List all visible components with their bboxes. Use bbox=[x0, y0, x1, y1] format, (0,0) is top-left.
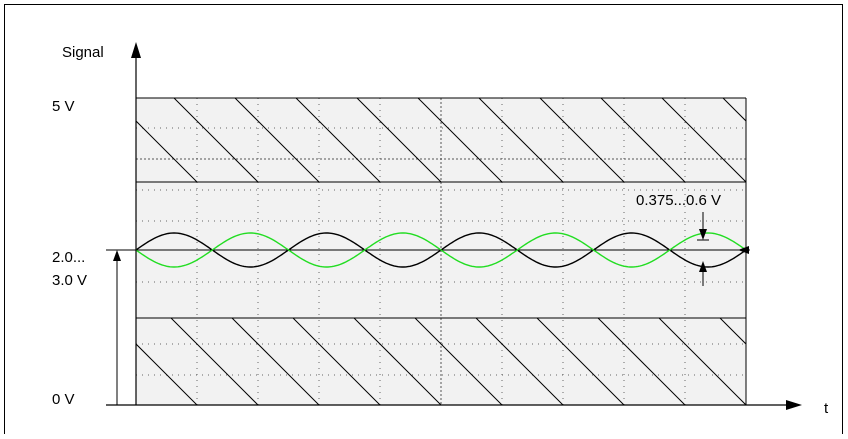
hatch-line bbox=[719, 318, 746, 345]
bottom-level-label: 0 V bbox=[52, 391, 75, 408]
mid-level-label-line2: 3.0 V bbox=[52, 272, 87, 289]
hatch-line bbox=[295, 98, 381, 182]
hatch-line bbox=[353, 318, 442, 405]
top-level-label: 5 V bbox=[52, 98, 75, 115]
y-axis-label: Signal bbox=[62, 44, 104, 61]
offset-arrowhead bbox=[113, 250, 121, 261]
hatch-line bbox=[356, 98, 442, 182]
hatch-line bbox=[722, 98, 746, 122]
hatch-line bbox=[136, 343, 198, 405]
hatch-line bbox=[597, 318, 686, 405]
upper-forbidden-zone bbox=[136, 98, 746, 182]
amplitude-label: 0.375...0.6 V bbox=[636, 192, 721, 209]
hatch-line bbox=[170, 318, 259, 405]
hatch-line bbox=[600, 98, 686, 182]
hatch-line bbox=[231, 318, 320, 405]
amplitude-top-arrowhead bbox=[699, 229, 707, 240]
hatch-line bbox=[539, 98, 625, 182]
hatch-line bbox=[292, 318, 381, 405]
hatch-line bbox=[478, 98, 564, 182]
mid-level-label-line1: 2.0... bbox=[52, 249, 85, 266]
lower-forbidden-zone bbox=[136, 318, 746, 405]
hatch-line bbox=[173, 98, 259, 182]
hatch-line bbox=[417, 98, 503, 182]
hatch-line bbox=[234, 98, 320, 182]
hatch-line bbox=[658, 318, 746, 405]
amplitude-bottom-arrowhead bbox=[699, 261, 707, 272]
hatch-line bbox=[475, 318, 564, 405]
hatch-line bbox=[136, 120, 198, 182]
end-marker-arrowhead bbox=[738, 246, 749, 254]
y-axis-arrowhead bbox=[131, 42, 141, 58]
trace-b bbox=[135, 232, 747, 268]
x-axis-label: t bbox=[824, 400, 829, 417]
hatch-line bbox=[536, 318, 625, 405]
hatch-line bbox=[661, 98, 746, 182]
hatch-line bbox=[414, 318, 503, 405]
x-axis-arrowhead bbox=[786, 400, 802, 410]
